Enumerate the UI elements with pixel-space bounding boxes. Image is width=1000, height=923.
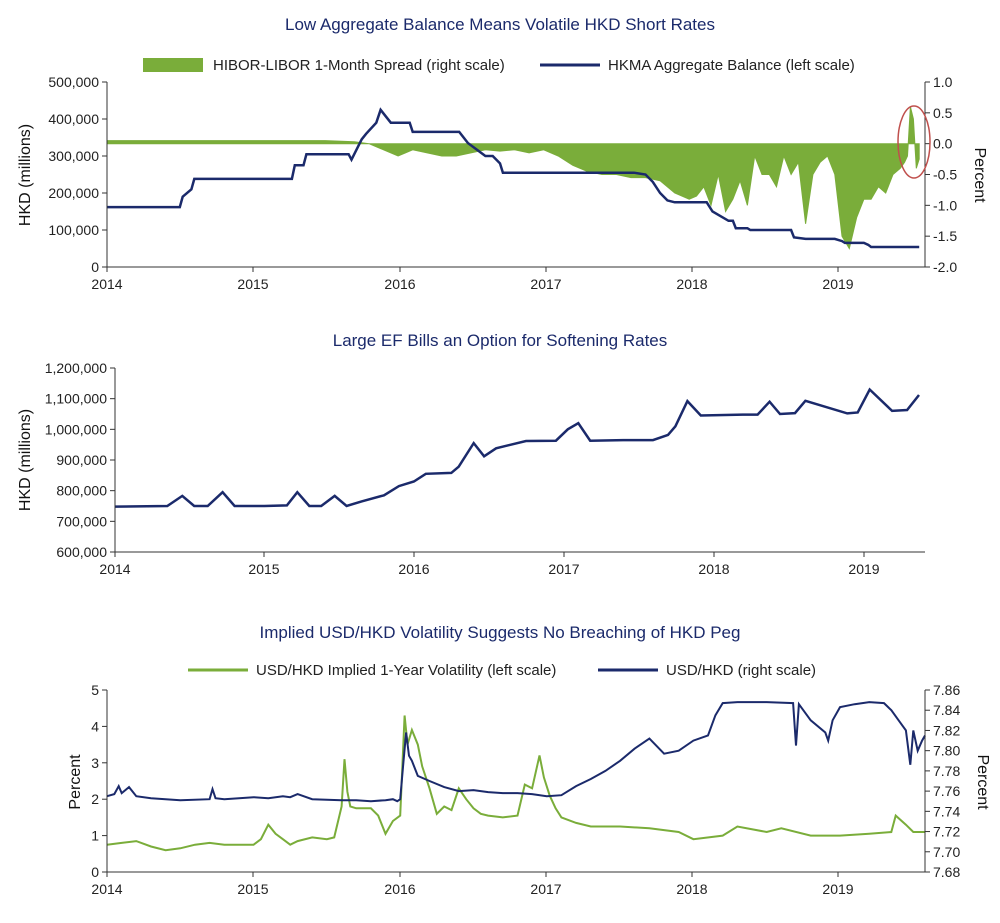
y2-tick-label: 7.76 [933, 783, 960, 799]
x-tick-label: 2019 [822, 276, 853, 292]
x-tick-label: 2014 [91, 881, 122, 897]
y-tick-label: 4 [91, 718, 99, 734]
x-tick-label: 2014 [91, 276, 122, 292]
ef-bills-line [114, 387, 920, 508]
x-tick-label: 2017 [530, 881, 561, 897]
chart1-title: Low Aggregate Balance Means Volatile HKD… [285, 15, 715, 34]
x-tick-label: 2018 [676, 881, 707, 897]
aggregate-balance-line [107, 107, 920, 249]
chart1-x-ticks: 2014 2015 2016 2017 2018 2019 [91, 267, 854, 292]
y-tick-label: 5 [91, 682, 99, 698]
chart1-left-ticks: 500,000 400,000 300,000 200,000 100,000 0 [48, 74, 107, 275]
chart3-legend-vol: USD/HKD Implied 1-Year Volatility (left … [256, 662, 556, 679]
chart1-legend-balance: HKMA Aggregate Balance (left scale) [608, 57, 855, 74]
y2-tick-label: 7.68 [933, 864, 960, 880]
y2-tick-label: 7.78 [933, 763, 960, 779]
chart3-legend-usdhkd: USD/HKD (right scale) [666, 662, 816, 679]
chart1-right-ticks: 1.0 0.5 0.0 -0.5 -1.0 -1.5 -2.0 [925, 74, 957, 275]
y2-tick-label: 0.0 [933, 136, 953, 152]
chart2-x-ticks: 2014 2015 2016 2017 2018 2019 [99, 552, 880, 577]
y2-tick-label: 7.74 [933, 803, 960, 819]
chart1-legend-swatch-spread [143, 58, 203, 72]
implied-volatility-line [106, 715, 925, 852]
y-tick-label: 400,000 [48, 111, 99, 127]
y2-tick-label: -1.0 [933, 197, 957, 213]
y2-tick-label: 7.82 [933, 722, 960, 738]
chart1-ylabel: HKD (millions) [17, 124, 34, 226]
y-tick-label: 300,000 [48, 148, 99, 164]
x-tick-label: 2019 [822, 881, 853, 897]
y-tick-label: 0 [91, 864, 99, 880]
chart2-left-ticks: 1,200,000 1,100,000 1,000,000 900,000 800,00… [45, 360, 115, 560]
y2-tick-label: 7.86 [933, 682, 960, 698]
y-tick-label: 1 [91, 828, 99, 844]
y2-tick-label: 1.0 [933, 74, 953, 90]
x-tick-label: 2018 [698, 561, 729, 577]
y-tick-label: 700,000 [56, 513, 107, 529]
y-tick-label: 0 [91, 259, 99, 275]
x-tick-label: 2015 [237, 881, 268, 897]
y-tick-label: 3 [91, 755, 99, 771]
chart1-plot [106, 106, 920, 250]
y-tick-label: 600,000 [56, 544, 107, 560]
chart3-ylabel: Percent [67, 754, 84, 810]
y-tick-label: 1,200,000 [45, 360, 107, 376]
chart2-ylabel: HKD (millions) [17, 409, 34, 511]
x-tick-label: 2016 [398, 561, 429, 577]
y2-tick-label: 7.70 [933, 844, 960, 860]
y2-tick-label: 7.80 [933, 743, 960, 759]
chart3-y2label: Percent [974, 754, 991, 810]
x-tick-label: 2017 [530, 276, 561, 292]
y2-tick-label: -2.0 [933, 259, 957, 275]
x-tick-label: 2014 [99, 561, 130, 577]
chart3-plot [106, 701, 926, 852]
spread-area [106, 106, 920, 250]
y2-tick-label: 7.84 [933, 702, 960, 718]
chart1-y2label: Percent [971, 147, 988, 203]
usdhkd-line [106, 701, 926, 803]
y2-tick-label: 0.5 [933, 105, 953, 121]
y2-tick-label: -1.5 [933, 228, 957, 244]
chart3-x-ticks: 2014 2015 2016 2017 2018 2019 [91, 872, 854, 897]
chart2-plot [114, 387, 920, 508]
x-tick-label: 2016 [384, 276, 415, 292]
x-tick-label: 2017 [548, 561, 579, 577]
y-tick-label: 200,000 [48, 185, 99, 201]
y2-tick-label: -0.5 [933, 167, 957, 183]
chart3-right-ticks: 7.86 7.84 7.82 7.80 7.78 7.76 7.74 7.72 7.70 7.68 [925, 682, 960, 880]
x-tick-label: 2018 [676, 276, 707, 292]
y-tick-label: 2 [91, 791, 99, 807]
x-tick-label: 2015 [237, 276, 268, 292]
y-tick-label: 800,000 [56, 483, 107, 499]
x-tick-label: 2019 [848, 561, 879, 577]
y-tick-label: 1,100,000 [45, 391, 107, 407]
chart1-legend-spread: HIBOR-LIBOR 1-Month Spread (right scale) [213, 57, 505, 74]
chart3-title: Implied USD/HKD Volatility Suggests No B… [260, 623, 741, 642]
chart3-left-ticks: 5 4 3 2 1 0 [91, 682, 107, 880]
y-tick-label: 100,000 [48, 222, 99, 238]
y-tick-label: 900,000 [56, 452, 107, 468]
x-tick-label: 2016 [384, 881, 415, 897]
chart1-highlight-circle [897, 105, 931, 179]
y-tick-label: 500,000 [48, 74, 99, 90]
x-tick-label: 2015 [248, 561, 279, 577]
chart2-title: Large EF Bills an Option for Softening R… [333, 331, 668, 350]
y-tick-label: 1,000,000 [45, 421, 107, 437]
y2-tick-label: 7.72 [933, 824, 960, 840]
